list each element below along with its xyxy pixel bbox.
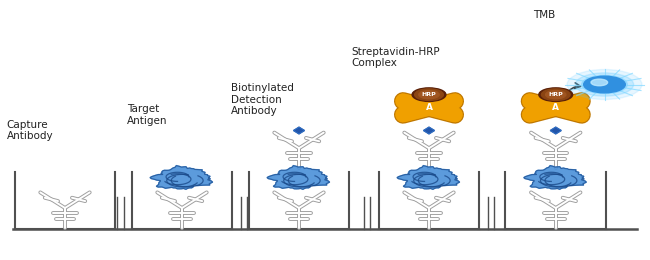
Circle shape <box>419 90 439 99</box>
Text: A: A <box>426 103 432 112</box>
Polygon shape <box>524 166 586 189</box>
Polygon shape <box>294 127 304 134</box>
Circle shape <box>591 79 608 86</box>
Circle shape <box>575 73 634 96</box>
Circle shape <box>567 69 642 100</box>
Polygon shape <box>267 166 330 189</box>
Circle shape <box>541 89 570 100</box>
Text: HRP: HRP <box>422 92 436 97</box>
Polygon shape <box>424 127 434 134</box>
Polygon shape <box>150 166 213 189</box>
Circle shape <box>539 88 573 101</box>
Text: Target
Antigen: Target Antigen <box>127 104 167 126</box>
Circle shape <box>582 75 627 94</box>
Circle shape <box>412 88 446 101</box>
Circle shape <box>415 89 443 100</box>
Circle shape <box>584 76 625 93</box>
Polygon shape <box>551 127 561 134</box>
Text: Capture
Antibody: Capture Antibody <box>6 120 53 141</box>
Text: A: A <box>552 103 559 112</box>
Text: HRP: HRP <box>549 92 563 97</box>
Text: TMB: TMB <box>533 10 555 20</box>
Text: Streptavidin-HRP
Complex: Streptavidin-HRP Complex <box>351 47 439 68</box>
Circle shape <box>545 90 566 99</box>
Polygon shape <box>397 166 460 189</box>
Text: Biotinylated
Detection
Antibody: Biotinylated Detection Antibody <box>231 83 294 116</box>
